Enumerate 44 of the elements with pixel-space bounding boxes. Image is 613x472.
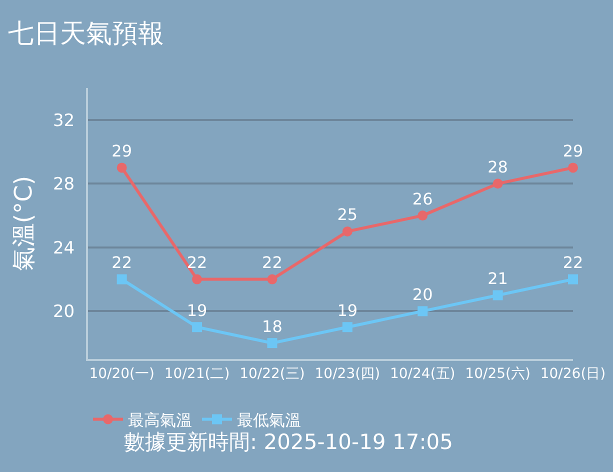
point bbox=[116, 162, 127, 173]
point bbox=[418, 210, 428, 221]
text: 數據更新時間: 2025-10-19 17:05 bbox=[124, 430, 453, 454]
x-tick-label: 10/24(五) bbox=[390, 366, 456, 382]
y-tick-label: 28 bbox=[52, 174, 75, 195]
data-label: 22 bbox=[262, 253, 282, 272]
data-label: 25 bbox=[337, 205, 358, 224]
data-label: 19 bbox=[186, 300, 208, 320]
chart-title: 七日天氣預報 bbox=[8, 19, 164, 50]
data-label: 19 bbox=[337, 300, 358, 320]
data-label: 29 bbox=[112, 141, 132, 160]
x-tick-label: 10/21(二) bbox=[164, 366, 230, 382]
data-label: 22 bbox=[186, 253, 208, 272]
y-tick-label: 20 bbox=[52, 302, 75, 322]
legend-label: 最低氣溫 bbox=[237, 410, 301, 430]
point bbox=[418, 306, 428, 316]
x-tick-label: 10/22(三) bbox=[240, 366, 305, 382]
x-tick-label: 10/23(四) bbox=[314, 366, 380, 382]
data-label: 21 bbox=[488, 268, 508, 288]
point bbox=[492, 178, 503, 189]
y-tick-label: 32 bbox=[52, 110, 75, 131]
data-label: 22 bbox=[562, 253, 584, 272]
point bbox=[568, 274, 578, 284]
point bbox=[342, 226, 352, 236]
point bbox=[342, 322, 352, 332]
point bbox=[267, 274, 278, 284]
point bbox=[116, 274, 127, 284]
y-tick-label: 24 bbox=[52, 238, 75, 258]
x-tick-label: 10/20(一) bbox=[89, 366, 154, 382]
point bbox=[267, 338, 278, 348]
x-tick-label: 10/26(日) bbox=[540, 366, 606, 382]
data-label: 20 bbox=[412, 284, 433, 304]
data-label: 26 bbox=[412, 189, 433, 208]
point bbox=[192, 274, 202, 284]
point bbox=[568, 162, 578, 173]
x-tick-label: 10/25(六) bbox=[465, 366, 530, 382]
point bbox=[192, 322, 202, 332]
data-label: 18 bbox=[262, 316, 282, 336]
data-label: 29 bbox=[562, 141, 584, 160]
data-label: 22 bbox=[112, 253, 132, 272]
data-label: 28 bbox=[488, 157, 508, 176]
point bbox=[492, 290, 503, 300]
legend-label: 最高氣溫 bbox=[128, 410, 192, 430]
y-axis-title: 氣溫(°C) bbox=[10, 176, 38, 272]
